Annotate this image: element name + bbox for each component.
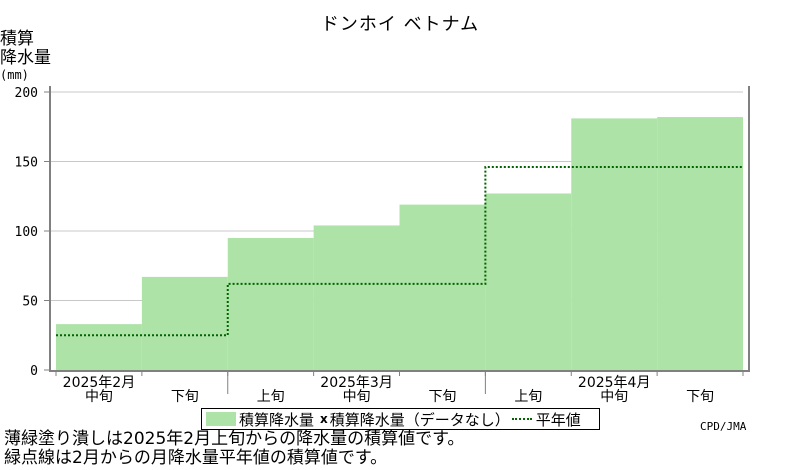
source-credit: CPD/JMA bbox=[700, 420, 747, 433]
y-tick-label-100: 100 bbox=[15, 225, 38, 240]
y-tick-label-0: 0 bbox=[30, 364, 38, 379]
y-axis-label: 積算 降水量 (mm) bbox=[0, 29, 51, 83]
x-period-label: 下旬 bbox=[428, 389, 456, 405]
y-tick-labels: 0 50 100 150 200 bbox=[15, 86, 38, 379]
precip-bar bbox=[399, 204, 486, 370]
y-tick-label-150: 150 bbox=[15, 156, 38, 171]
axes bbox=[44, 86, 750, 394]
precip-bar bbox=[485, 193, 572, 370]
x-month-label: 2025年3月 bbox=[320, 375, 393, 391]
precip-bar bbox=[227, 237, 314, 370]
legend-label-no-data: 積算降水量（データなし） bbox=[329, 410, 510, 429]
legend-swatch-dotted-line bbox=[511, 418, 532, 420]
y-axis-unit: (mm) bbox=[0, 68, 29, 82]
x-period-label: 上旬 bbox=[257, 389, 285, 405]
chart-title: ドンホイ ベトナム bbox=[320, 14, 480, 35]
x-tick-labels: 中旬 下旬 上旬 中旬 下旬 上旬 中旬 下旬 2025年2月 2025年3月 2025年4月 bbox=[63, 375, 714, 405]
x-period-label: 下旬 bbox=[171, 389, 199, 405]
normal-line-group bbox=[56, 166, 743, 337]
y-axis-label-line2: 降水量 bbox=[0, 48, 51, 68]
x-period-label: 下旬 bbox=[686, 389, 714, 405]
legend-label-normal: 平年値 bbox=[535, 410, 581, 429]
x-month-label: 2025年2月 bbox=[63, 375, 136, 391]
notes: 薄緑塗り潰しは2025年2月上旬からの降水量の積算値です。 緑点線は2月からの月… bbox=[4, 430, 464, 468]
x-period-label: 中旬 bbox=[85, 389, 113, 405]
normal-line bbox=[56, 166, 743, 337]
y-axis-label-line1: 積算 bbox=[0, 29, 34, 49]
y-tick-label-200: 200 bbox=[15, 86, 38, 101]
legend-swatch-fill bbox=[206, 412, 236, 426]
x-period-label: 中旬 bbox=[600, 389, 628, 405]
note-line-1: 薄緑塗り潰しは2025年2月上旬からの降水量の積算値です。 bbox=[4, 429, 465, 449]
x-period-label: 中旬 bbox=[343, 389, 371, 405]
accumulated-precip-area bbox=[56, 117, 743, 371]
x-period-label: 上旬 bbox=[514, 389, 542, 405]
precip-bar bbox=[313, 225, 400, 370]
legend: 積算降水量 x 積算降水量（データなし） 平年値 bbox=[201, 408, 600, 430]
precip-bar bbox=[56, 324, 142, 370]
precip-bar bbox=[657, 117, 743, 371]
legend-mark-x: x bbox=[320, 412, 328, 426]
legend-label-precip: 積算降水量 bbox=[239, 410, 315, 429]
y-tick-label-50: 50 bbox=[22, 295, 38, 310]
note-line-2: 緑点線は2月からの月降水量平年値の積算値です。 bbox=[4, 448, 388, 468]
x-month-label: 2025年4月 bbox=[578, 375, 651, 391]
precip-bar bbox=[571, 118, 658, 370]
precip-bar bbox=[141, 276, 228, 370]
